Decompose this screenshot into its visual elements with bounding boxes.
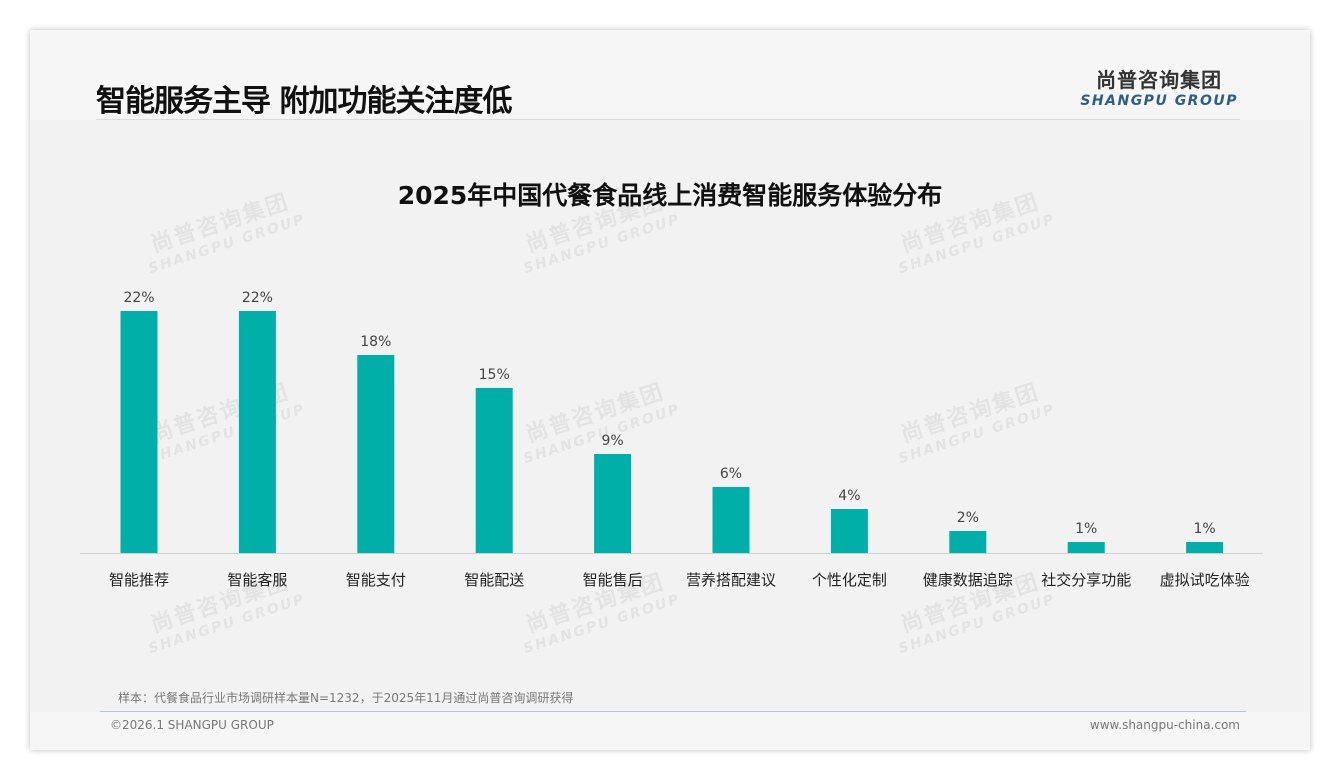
bar (357, 355, 395, 553)
x-tick-label: 虚拟试吃体验 (1160, 571, 1250, 589)
data-label: 22% (123, 290, 154, 306)
title-divider (96, 119, 1240, 120)
x-tick-label: 营养搭配建议 (686, 571, 776, 589)
data-label: 22% (242, 290, 273, 306)
footer-divider (100, 711, 1246, 712)
x-tick-label: 智能售后 (583, 571, 643, 589)
data-label: 15% (479, 367, 510, 383)
bar (949, 531, 987, 553)
data-label: 18% (360, 334, 391, 350)
data-label: 9% (601, 433, 623, 449)
slide: 智能服务主导 附加功能关注度低 尚普咨询集团 SHANGPU GROUP (30, 30, 1310, 750)
x-tick-label: 个性化定制 (812, 571, 887, 589)
brand-logo: 尚普咨询集团 SHANGPU GROUP (1080, 64, 1238, 109)
data-label: 2% (957, 510, 979, 526)
page-title: 智能服务主导 附加功能关注度低 (96, 84, 512, 119)
data-label: 1% (1193, 521, 1215, 537)
data-label: 1% (1075, 521, 1097, 537)
website-link[interactable]: www.shangpu-china.com (1089, 718, 1240, 732)
bar (712, 487, 750, 553)
x-tick-label: 智能客服 (227, 571, 287, 589)
data-label: 4% (838, 488, 860, 504)
x-tick-label: 社交分享功能 (1041, 571, 1131, 589)
chart-title: 2025年中国代餐食品线上消费智能服务体验分布 (397, 181, 943, 210)
x-tick-label: 智能推荐 (109, 571, 169, 589)
bar (594, 454, 632, 553)
x-tick-label: 智能支付 (346, 571, 406, 589)
sample-note: 样本：代餐食品行业市场调研样本量N=1232，于2025年11月通过尚普咨询调研… (118, 691, 574, 705)
bar (830, 509, 868, 553)
bar (238, 311, 276, 553)
logo-cn: 尚普咨询集团 (1096, 68, 1223, 92)
copyright: ©2026.1 SHANGPU GROUP (110, 718, 274, 732)
bar (1186, 542, 1224, 553)
x-tick-label: 智能配送 (464, 571, 524, 589)
bar (475, 388, 513, 553)
logo-en: SHANGPU GROUP (1080, 93, 1238, 109)
bar (120, 311, 158, 553)
data-label: 6% (720, 466, 742, 482)
x-tick-label: 健康数据追踪 (923, 571, 1013, 589)
bar (1067, 542, 1105, 553)
